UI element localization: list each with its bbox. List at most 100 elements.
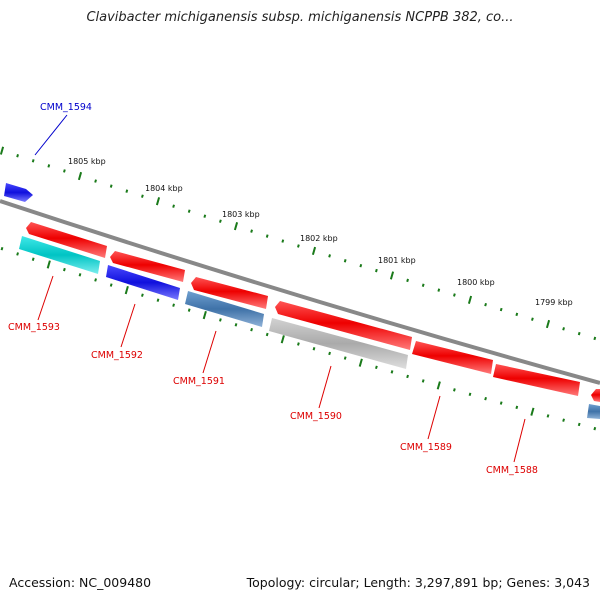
minor-tick — [328, 351, 331, 356]
minor-tick — [265, 332, 269, 337]
map-title: Clavibacter michiganensis subsp. michiga… — [86, 10, 514, 25]
scale-ticks-inner — [0, 246, 597, 431]
gene-label-cmm-1588[interactable]: CMM_1588 — [486, 465, 538, 476]
gene-feature-cmm-1590[interactable] — [269, 318, 408, 369]
minor-tick — [265, 234, 269, 238]
major-tick — [467, 295, 473, 304]
minor-tick — [484, 396, 487, 401]
minor-tick — [312, 347, 316, 351]
gene-label-cmm-1592[interactable]: CMM_1592 — [91, 350, 143, 361]
forward-genes: CMM_1594 — [4, 102, 92, 202]
minor-tick — [297, 244, 300, 248]
gene-feature-red-7[interactable] — [591, 389, 600, 402]
minor-tick — [16, 154, 19, 158]
major-tick — [202, 310, 207, 320]
gene-label-cmm-1594[interactable]: CMM_1594 — [40, 102, 92, 113]
gene-feature-steel-edge[interactable] — [587, 404, 600, 419]
minor-tick — [109, 283, 113, 287]
accession-text: Accession: NC_009480 — [9, 575, 152, 590]
minor-tick — [375, 268, 378, 273]
minor-tick — [515, 405, 519, 410]
minor-tick — [63, 169, 66, 173]
gene-feature-red-2[interactable] — [110, 251, 185, 282]
minor-tick — [187, 209, 191, 213]
minor-tick — [390, 370, 394, 374]
gene-label-cmm-1593[interactable]: CMM_1593 — [8, 322, 60, 333]
minor-tick — [297, 342, 300, 346]
gene-feature-cmm-1594[interactable] — [4, 183, 33, 202]
gene-label-line — [37, 275, 54, 321]
minor-tick — [593, 426, 597, 431]
scale-label-1799: 1799 kbp — [535, 298, 573, 307]
gene-feature-red-6[interactable] — [493, 364, 580, 396]
major-tick — [0, 146, 5, 155]
major-tick — [436, 381, 441, 390]
minor-tick — [546, 414, 550, 418]
minor-tick — [406, 278, 409, 283]
minor-tick — [187, 308, 191, 312]
minor-tick — [31, 257, 35, 261]
minor-tick — [94, 179, 97, 183]
minor-tick — [219, 219, 222, 223]
scale-ticks-outer — [0, 146, 597, 341]
minor-tick — [203, 214, 207, 218]
minor-tick — [94, 278, 97, 282]
minor-tick — [141, 293, 144, 297]
minor-tick — [437, 288, 441, 292]
scale-label-1803: 1803 kbp — [222, 210, 260, 219]
major-tick — [46, 260, 51, 269]
minor-tick — [453, 388, 456, 392]
minor-tick — [109, 184, 113, 188]
gene-feature-red-1[interactable] — [26, 222, 107, 258]
scale-label-1802: 1802 kbp — [300, 234, 338, 243]
gene-feature-cmm-1593[interactable] — [19, 236, 100, 274]
minor-tick — [250, 229, 253, 233]
minor-tick — [78, 273, 82, 277]
gene-feature-red-5[interactable] — [412, 341, 493, 374]
minor-tick — [499, 401, 503, 405]
gene-feature-red-3[interactable] — [191, 277, 268, 309]
minor-tick — [593, 336, 597, 341]
minor-tick — [343, 259, 347, 263]
major-tick — [311, 246, 317, 256]
major-tick — [155, 197, 161, 206]
minor-tick — [577, 422, 581, 427]
minor-tick — [16, 252, 19, 256]
minor-tick — [343, 356, 347, 360]
minor-tick — [0, 246, 4, 251]
major-tick — [389, 271, 395, 280]
major-tick — [358, 358, 363, 367]
scale-label-1801: 1801 kbp — [378, 256, 416, 265]
gene-feature-cmm-1591[interactable] — [185, 291, 264, 327]
minor-tick — [453, 293, 456, 297]
minor-tick — [468, 392, 472, 397]
minor-tick — [281, 239, 285, 243]
gene-feature-cmm-1592[interactable] — [106, 265, 180, 300]
minor-tick — [219, 318, 222, 322]
minor-tick — [562, 327, 565, 331]
minor-tick — [531, 317, 534, 321]
scale-labels: 1805 kbp 1804 kbp 1803 kbp 1802 kbp 1801… — [68, 157, 573, 307]
minor-tick — [421, 283, 425, 287]
gene-feature-red-4[interactable] — [275, 301, 412, 350]
minor-tick — [125, 189, 129, 193]
gene-label-line — [513, 418, 526, 463]
genome-backbone — [0, 199, 600, 385]
gene-label-cmm-1590[interactable]: CMM_1590 — [290, 411, 342, 422]
minor-tick — [172, 303, 175, 307]
minor-tick — [31, 159, 35, 163]
major-tick — [124, 286, 129, 295]
minor-tick — [577, 331, 581, 336]
major-tick — [77, 171, 83, 181]
gene-label-cmm-1589[interactable]: CMM_1589 — [400, 442, 452, 453]
gene-label-cmm-1591[interactable]: CMM_1591 — [173, 376, 225, 387]
minor-tick — [484, 302, 487, 307]
scale-label-1800: 1800 kbp — [457, 278, 495, 287]
minor-tick — [250, 327, 253, 332]
minor-tick — [359, 263, 363, 268]
gene-label-line — [120, 303, 136, 348]
minor-tick — [499, 307, 503, 312]
gene-label-line — [427, 395, 441, 440]
scale-label-1805: 1805 kbp — [68, 157, 106, 166]
